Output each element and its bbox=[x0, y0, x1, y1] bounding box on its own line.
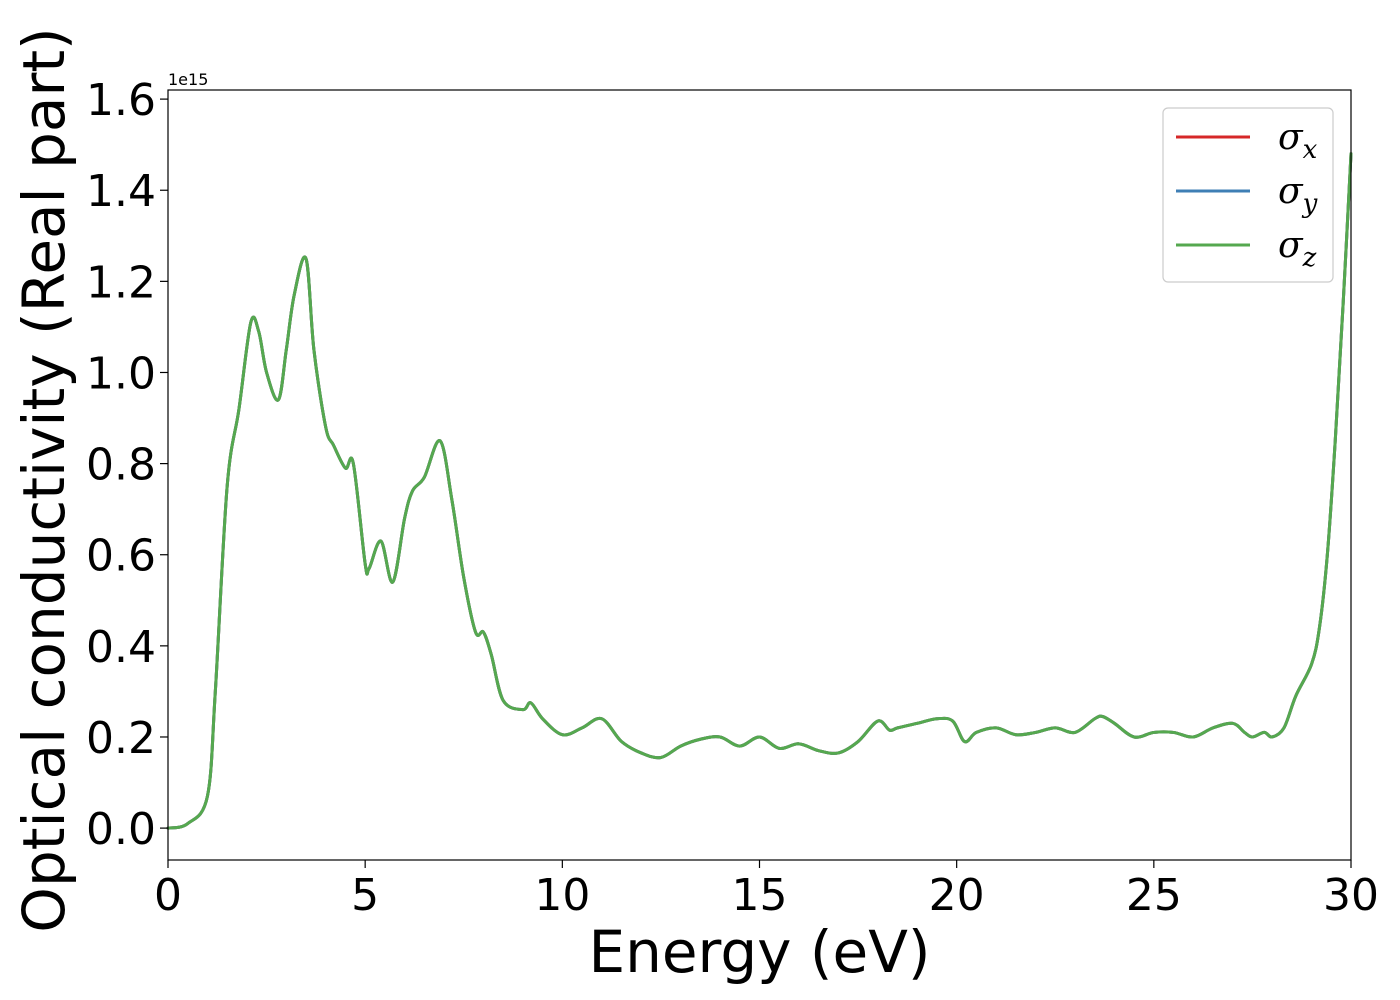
x-axis-title: Energy (eV) bbox=[588, 918, 930, 986]
y-axis-title: Optical conductivity (Real part) bbox=[10, 27, 78, 932]
y-tick-label: 0.0 bbox=[86, 804, 156, 855]
y-tick-label: 0.2 bbox=[86, 713, 156, 764]
series-line-2 bbox=[166, 152, 1353, 830]
x-axis: 0 5 10 15 20 25 30 bbox=[154, 860, 1379, 921]
y-tick-label: 1.0 bbox=[86, 348, 156, 399]
y-tick-label: 0.4 bbox=[86, 622, 156, 673]
x-tick-label: 0 bbox=[154, 870, 182, 921]
x-tick-label: 5 bbox=[351, 870, 379, 921]
x-tick-label: 10 bbox=[534, 870, 590, 921]
series-layer bbox=[166, 152, 1353, 830]
y-tick-label: 0.8 bbox=[86, 440, 156, 491]
x-tick-label: 15 bbox=[732, 870, 788, 921]
legend-box bbox=[1162, 107, 1334, 283]
y-tick-label: 0.6 bbox=[86, 531, 156, 582]
y-tick-label: 1.2 bbox=[86, 257, 156, 308]
x-tick-label: 20 bbox=[929, 870, 985, 921]
y-tick-label: 1.6 bbox=[86, 75, 156, 126]
x-tick-label: 25 bbox=[1126, 870, 1182, 921]
x-tick-label: 30 bbox=[1323, 870, 1379, 921]
y-axis-offset-text: 1e15 bbox=[168, 70, 208, 89]
y-axis: 0.0 0.2 0.4 0.6 0.8 1.0 1.2 1.4 1.6 bbox=[86, 75, 168, 855]
y-tick-label: 1.4 bbox=[86, 166, 156, 217]
